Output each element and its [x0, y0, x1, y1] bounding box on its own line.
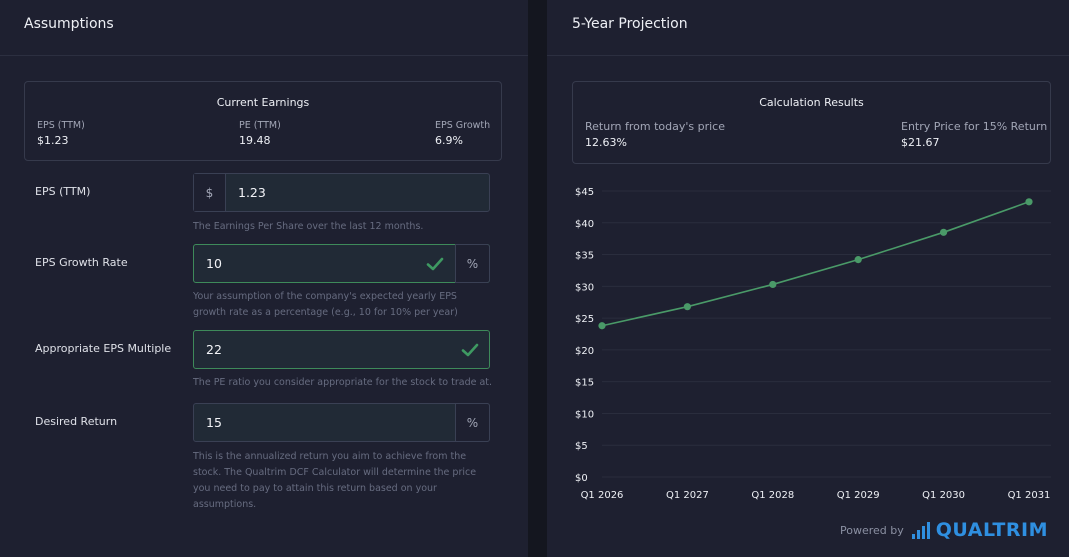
y-tick-label: $10 — [575, 409, 594, 420]
assumptions-header: Assumptions — [0, 0, 528, 56]
eps-help: The Earnings Per Share over the last 12 … — [193, 221, 424, 232]
projection-header: 5-Year Projection — [547, 0, 1069, 56]
projection-panel: 5-Year Projection Calculation Results Re… — [547, 0, 1069, 557]
multiple-input[interactable]: 22 — [193, 330, 490, 369]
y-tick-label: $45 — [575, 187, 594, 198]
data-point — [854, 256, 862, 264]
x-tick-label: Q1 2027 — [666, 490, 709, 501]
return-suffix: % — [455, 403, 490, 442]
y-tick-label: $25 — [575, 314, 594, 325]
metric-value: 12.63% — [585, 136, 627, 149]
return-input[interactable]: 15 % — [193, 403, 490, 442]
x-tick-label: Q1 2030 — [922, 490, 965, 501]
x-tick-label: Q1 2026 — [581, 490, 624, 501]
metric-pe-ttm: PE (TTM) 19.48 — [239, 120, 281, 147]
data-point — [598, 322, 606, 330]
y-tick-label: $20 — [575, 346, 594, 357]
x-tick-label: Q1 2029 — [837, 490, 880, 501]
powered-by: Powered by QUALTRIM — [840, 519, 1048, 541]
metric-label: EPS Growth — [435, 120, 491, 131]
y-tick-label: $30 — [575, 282, 594, 293]
y-tick-label: $40 — [575, 219, 594, 230]
data-point — [769, 280, 777, 289]
growth-help: Your assumption of the company's expecte… — [193, 291, 458, 318]
eps-label: EPS (TTM) — [35, 185, 91, 198]
current-earnings-card: Current Earnings EPS (TTM) $1.23 PE (TTM… — [24, 81, 502, 161]
metric-value: 6.9% — [435, 134, 463, 147]
x-tick-label: Q1 2028 — [751, 490, 794, 501]
return-label: Desired Return — [35, 415, 118, 428]
eps-field-value[interactable]: 1.23 — [238, 185, 266, 200]
series-line — [601, 201, 1030, 327]
return-help: This is the annualized return you aim to… — [193, 451, 477, 510]
check-icon — [426, 257, 444, 271]
metric-label: PE (TTM) — [239, 120, 281, 131]
projection-title: 5-Year Projection — [572, 16, 688, 32]
y-tick-label: $35 — [575, 251, 594, 262]
growth-field-value[interactable]: 10 — [206, 256, 222, 271]
growth-input[interactable]: 10 % — [193, 244, 490, 283]
metric-value: $21.67 — [901, 136, 940, 149]
y-tick-label: $0 — [575, 473, 588, 484]
metric-value: 19.48 — [239, 134, 271, 147]
check-icon — [461, 343, 479, 357]
y-tick-label: $15 — [575, 378, 594, 389]
qualtrim-logo: QUALTRIM — [935, 519, 1048, 541]
return-field-value[interactable]: 15 — [206, 415, 222, 430]
current-earnings-title: Current Earnings — [216, 96, 310, 109]
metric-entry-price: Entry Price for 15% Return $21.67 — [901, 120, 1047, 149]
x-tick-label: Q1 2031 — [1008, 490, 1051, 501]
data-point — [683, 303, 691, 311]
multiple-label: Appropriate EPS Multiple — [35, 342, 172, 355]
assumptions-title: Assumptions — [24, 16, 114, 32]
metric-value: $1.23 — [37, 134, 69, 147]
multiple-field-value[interactable]: 22 — [206, 342, 222, 357]
y-tick-label: $5 — [575, 441, 588, 452]
calculation-results-card: Calculation Results Return from today's … — [572, 81, 1051, 164]
assumptions-panel: Assumptions Current Earnings EPS (TTM) $… — [0, 0, 528, 557]
metric-eps-ttm: EPS (TTM) $1.23 — [37, 120, 85, 147]
metric-eps-growth: EPS Growth 6.9% — [435, 120, 490, 147]
growth-label: EPS Growth Rate — [35, 256, 128, 269]
metric-label: Entry Price for 15% Return — [901, 120, 1048, 133]
data-point — [1025, 198, 1033, 206]
metric-label: EPS (TTM) — [37, 120, 85, 131]
metric-label: Return from today's price — [585, 120, 725, 133]
eps-prefix: $ — [194, 174, 226, 211]
powered-by-label: Powered by — [840, 523, 904, 537]
metric-return-today: Return from today's price 12.63% — [585, 120, 725, 149]
calculation-results-title: Calculation Results — [759, 96, 864, 109]
data-point — [940, 228, 948, 236]
bar-chart-icon — [911, 521, 932, 539]
eps-input[interactable]: $ 1.23 — [193, 173, 490, 212]
projection-chart: $0 $5 $10 $15 $20 $25 $30 $35 $40 $45 Q1 2026 Q1 20… — [575, 187, 1051, 501]
multiple-help: The PE ratio you consider appropriate fo… — [193, 377, 493, 388]
growth-suffix: % — [455, 244, 490, 283]
